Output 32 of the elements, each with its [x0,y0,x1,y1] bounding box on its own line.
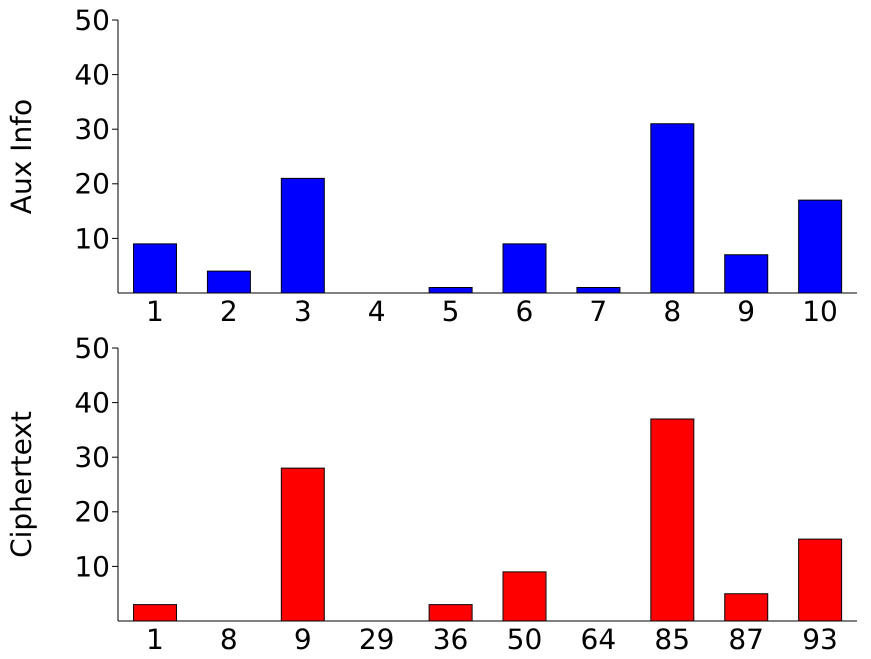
x-tick-label: 9 [737,294,756,328]
x-tick-label: 6 [516,294,534,328]
y-tick-label: 40 [74,58,110,92]
x-tick-label: 64 [580,622,616,656]
x-tick-label: 1 [146,622,164,656]
y-tick-label: 10 [74,222,110,256]
y-axis-title: Ciphertext [4,411,38,558]
x-tick-label: 9 [294,622,312,656]
x-tick-label: 8 [220,622,238,656]
y-tick-label: 20 [74,168,110,201]
y-tick-label: 40 [74,386,110,420]
x-tick-label: 1 [146,294,164,328]
y-tick-label: 50 [74,332,110,365]
x-tick-label: 10 [802,294,838,328]
x-tick-label: 3 [294,294,312,328]
y-tick-label: 50 [74,4,110,37]
x-tick-label: 85 [654,622,690,656]
x-tick-label: 36 [432,622,468,656]
y-tick-label: 10 [74,550,110,584]
y-tick-label: 20 [74,496,110,529]
x-tick-label: 93 [802,622,838,656]
y-tick-label: 30 [74,113,110,146]
x-tick-label: 50 [506,622,542,656]
x-tick-label: 5 [442,294,460,328]
x-tick-label: 29 [358,622,394,656]
y-tick-label: 30 [74,441,110,474]
y-axis-title: Aux Info [4,98,38,214]
x-tick-label: 4 [368,294,386,328]
x-tick-label: 8 [663,294,682,328]
x-tick-label: 7 [589,294,608,328]
x-tick-label: 2 [220,294,238,328]
x-tick-label: 87 [728,622,764,656]
